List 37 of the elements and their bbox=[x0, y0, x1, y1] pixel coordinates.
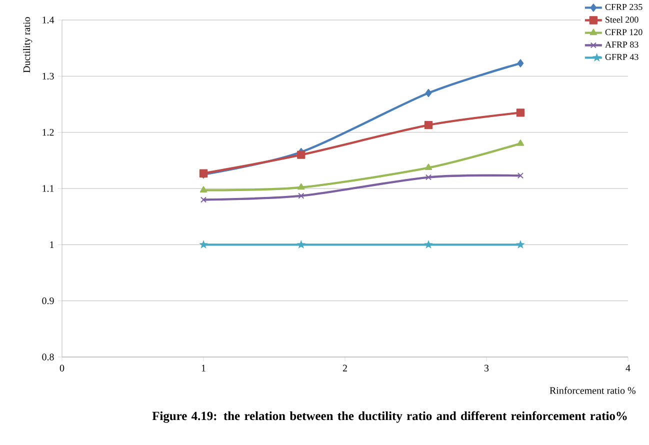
point bbox=[516, 108, 525, 117]
point bbox=[297, 150, 306, 159]
point bbox=[517, 172, 524, 179]
legend-label: CFRP 120 bbox=[605, 29, 642, 36]
point bbox=[424, 240, 433, 248]
point bbox=[199, 240, 208, 248]
y-tick-label: 0.9 bbox=[42, 297, 54, 304]
point bbox=[298, 192, 304, 199]
x-tick-label: 3 bbox=[484, 364, 489, 372]
legend-label: CFRP 235 bbox=[605, 4, 642, 10]
x-tick-label: 4 bbox=[626, 364, 630, 372]
y-tick-label: 1 bbox=[50, 241, 54, 248]
y-tick-label: 1.1 bbox=[42, 185, 54, 192]
point bbox=[517, 59, 524, 68]
y-tick-label: 1.2 bbox=[42, 128, 54, 136]
point bbox=[424, 120, 433, 130]
point bbox=[200, 196, 207, 203]
y-tick-label: 0.8 bbox=[42, 354, 54, 360]
y-axis-title: Ductility ratio bbox=[23, 17, 32, 73]
point bbox=[424, 164, 432, 170]
x-tick-label: 1 bbox=[202, 364, 206, 372]
x-tick-label: 0 bbox=[60, 364, 64, 372]
legend-label: Steel 200 bbox=[606, 16, 638, 23]
text: Figure 4.19: the relation between the ductility ratio and different reinforcement ratio% bbox=[152, 411, 627, 423]
x-axis-title: Rinforcement ratio % bbox=[550, 386, 636, 394]
point bbox=[425, 174, 432, 180]
legend-label: GFRP 43 bbox=[605, 54, 638, 60]
point bbox=[516, 140, 524, 146]
point bbox=[200, 186, 208, 192]
y-tick-label: 1.3 bbox=[42, 72, 54, 80]
point bbox=[296, 240, 306, 248]
point bbox=[516, 240, 525, 248]
y-tick-label: 1.4 bbox=[42, 16, 54, 24]
point bbox=[425, 88, 432, 98]
legend-label: AFRP 83 bbox=[605, 42, 638, 48]
x-tick-label: 2 bbox=[342, 364, 347, 372]
point bbox=[298, 183, 305, 190]
